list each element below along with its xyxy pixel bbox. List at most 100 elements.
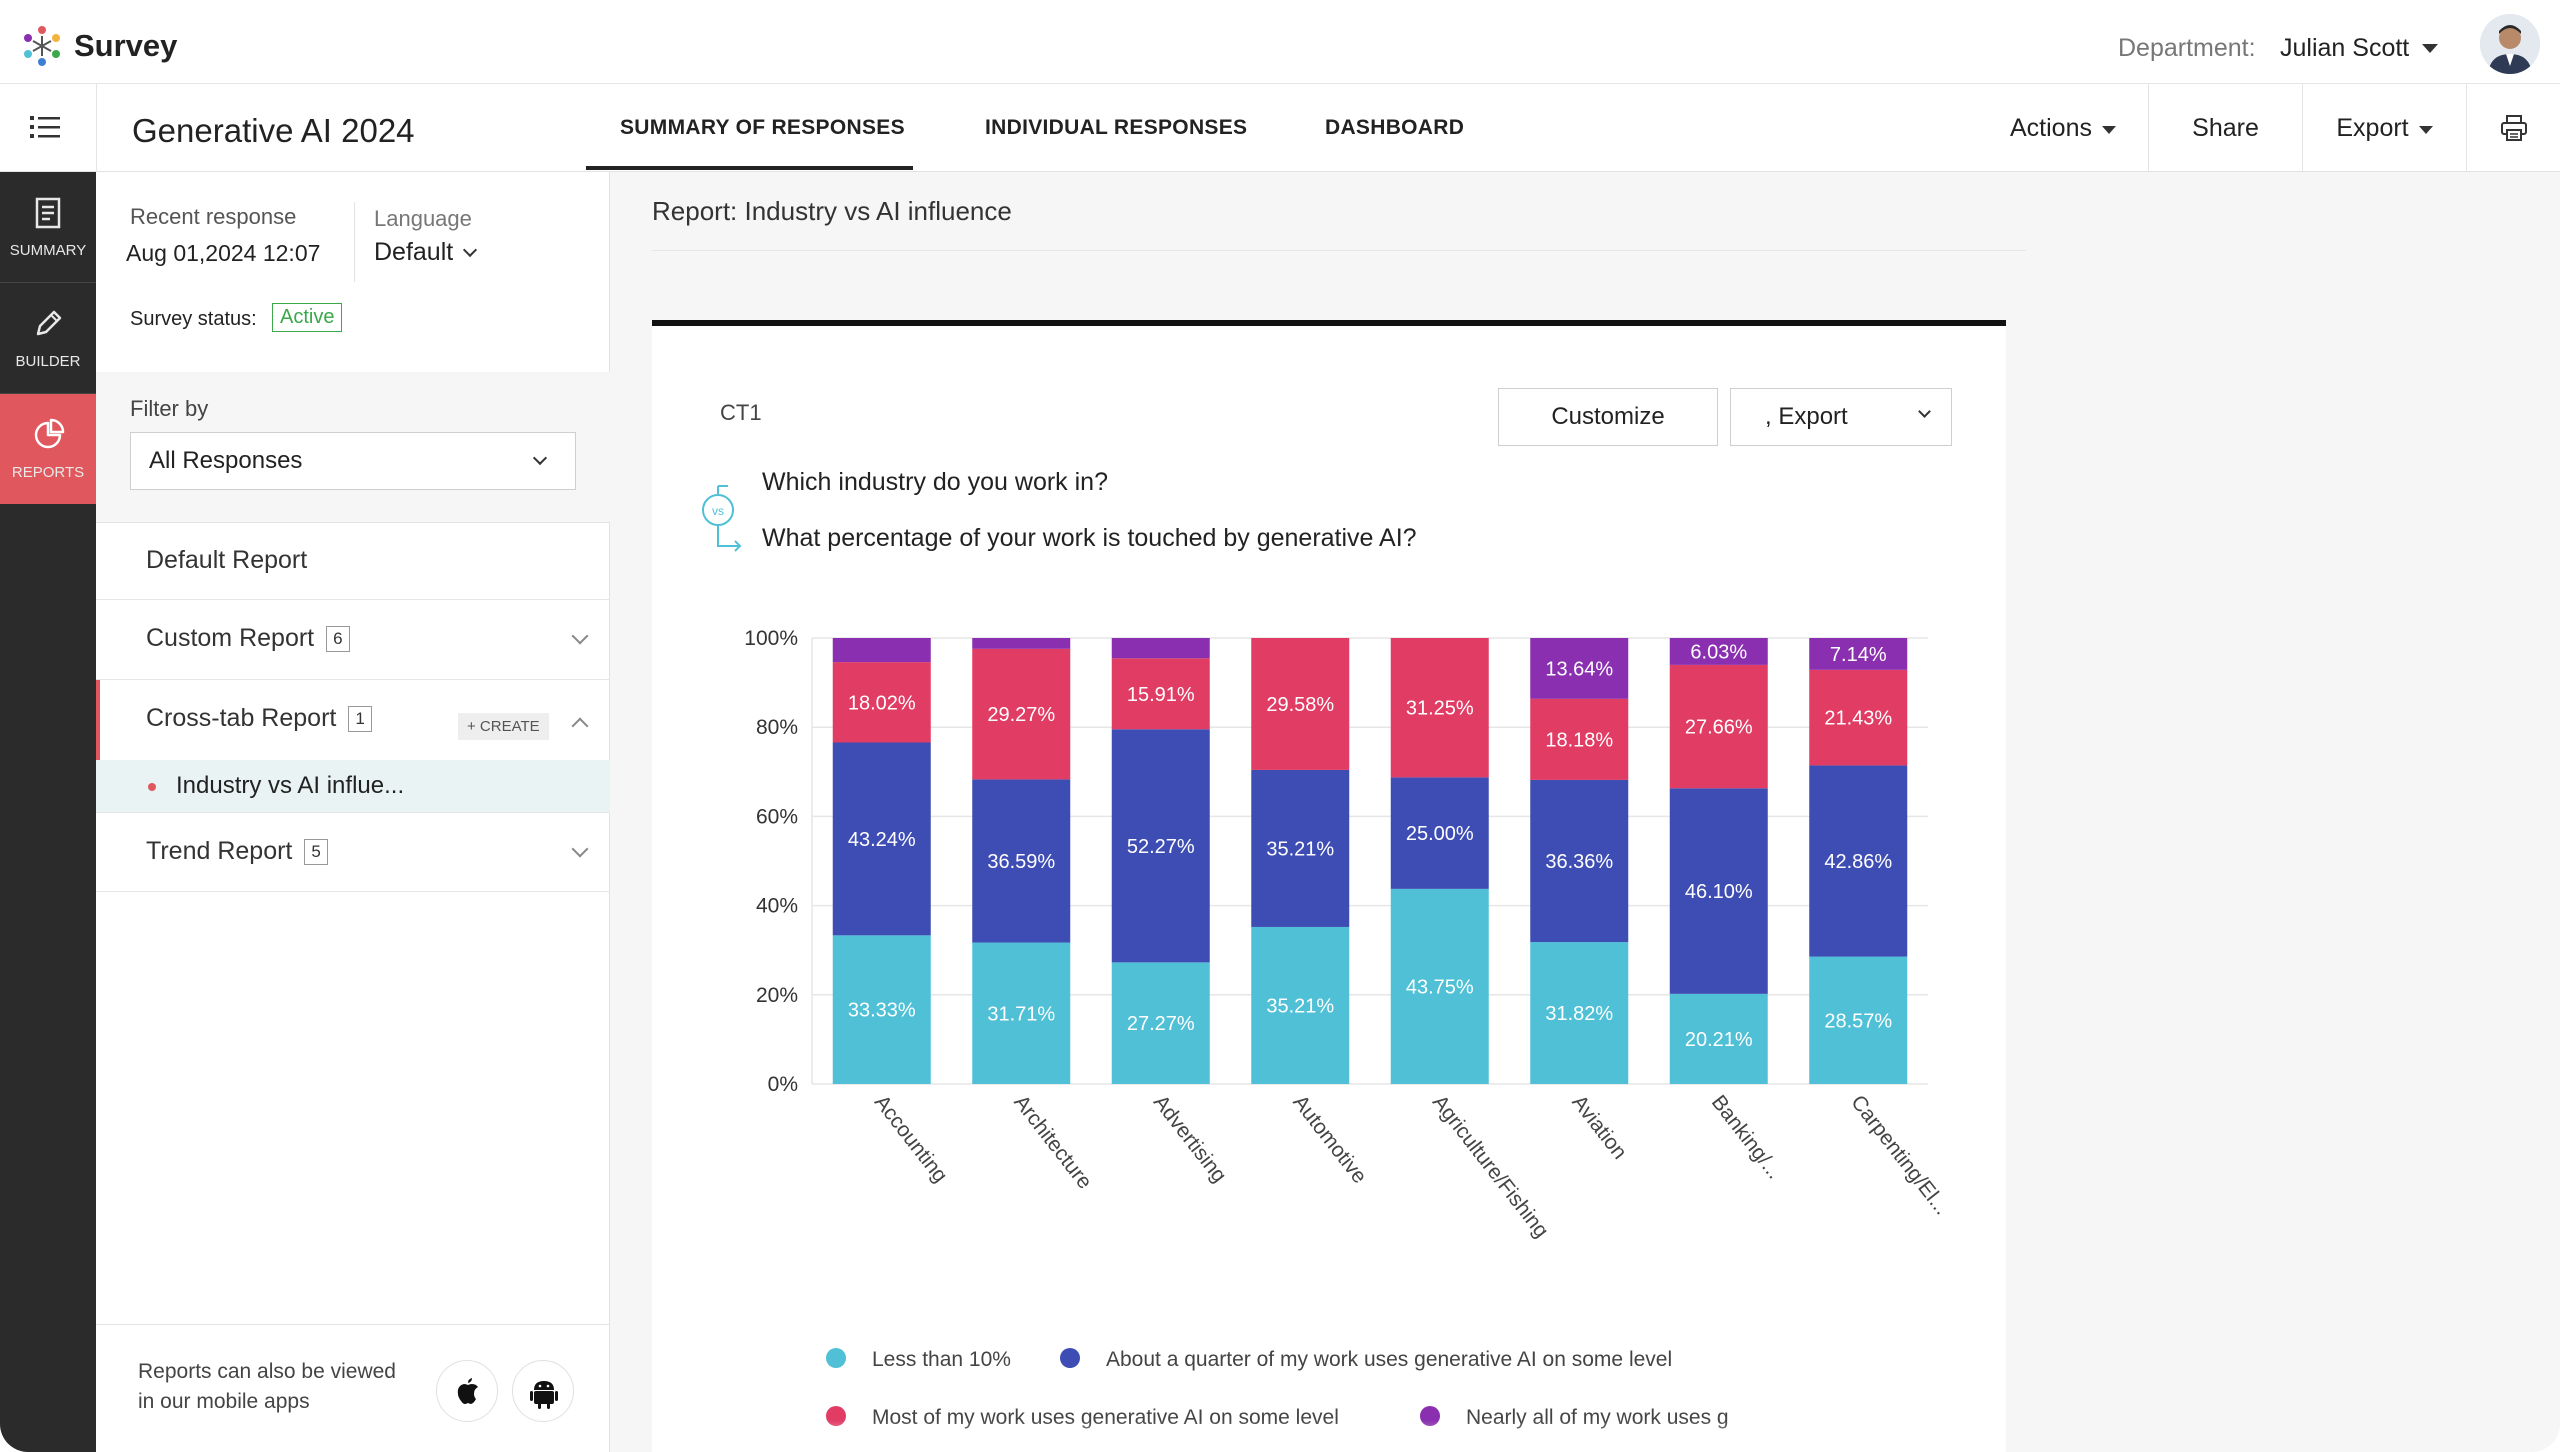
y-tick-label: 40% [756,895,798,918]
bar-segment[interactable] [972,638,1071,649]
bullet-dot [148,783,156,791]
bar-data-label: 27.66% [1685,717,1753,739]
bar-segment[interactable] [1251,926,1350,1084]
apple-icon [457,1378,478,1404]
print-button[interactable] [2466,84,2560,172]
card-export-button[interactable]: , Export [1730,388,1952,446]
report-item-cross-tab[interactable]: Cross-tab Report 1 + CREATE [96,680,610,760]
bar-segment[interactable] [1111,729,1210,963]
y-tick-label: 100% [744,627,798,650]
rail-item-summary-label: SUMMARY [9,242,87,259]
bar-segment[interactable] [1111,658,1210,730]
tab-individual-responses[interactable]: INDIVIDUAL RESPONSES [985,116,1248,139]
survey-status-label: Survey status: [130,308,257,330]
legend-label[interactable]: About a quarter of my work uses generati… [1106,1348,1672,1371]
language-label: Language [374,206,472,231]
bar-segment[interactable] [1809,765,1908,957]
bar-segment[interactable] [832,638,931,663]
create-button[interactable]: + CREATE [458,713,549,740]
report-title: Report: Industry vs AI influence [652,196,1012,226]
column-question: What percentage of your work is touched … [762,524,1417,552]
bar-segment[interactable] [1669,664,1768,789]
rail-item-summary[interactable]: SUMMARY [0,172,96,282]
actions-label: Actions [2010,113,2092,142]
chevron-down-icon[interactable] [571,840,589,858]
bar-segment[interactable] [1111,962,1210,1084]
chevron-down-icon[interactable] [571,627,589,645]
menu-icon[interactable] [30,114,60,140]
bar-data-label: 25.00% [1406,823,1474,845]
bar-data-label: 46.10% [1685,881,1753,903]
bar-segment[interactable] [1809,956,1908,1084]
scroll-fade [652,1420,2006,1452]
x-tick-label: Advertising [1149,1091,1231,1187]
tab-dashboard[interactable]: DASHBOARD [1325,116,1465,139]
divider [96,522,610,523]
bar-segment[interactable] [1669,788,1768,994]
share-label: Share [2192,113,2259,142]
filter-select[interactable]: All Responses [130,432,576,490]
survey-title: Generative AI 2024 [132,112,415,149]
chevron-up-icon[interactable] [571,717,589,735]
legend-swatch[interactable] [826,1348,846,1368]
bar-segment[interactable] [1530,698,1629,780]
bar-segment[interactable] [1251,769,1350,927]
department-selector[interactable]: Julian Scott [2280,34,2410,62]
avatar[interactable] [2480,14,2540,74]
bar-data-label: 43.75% [1406,976,1474,998]
x-tick-label: Aviation [1567,1091,1631,1164]
bar-segment[interactable] [1530,942,1629,1084]
bar-segment[interactable] [1530,779,1629,943]
bar-segment[interactable] [832,662,931,743]
share-button[interactable]: Share [2148,84,2302,172]
rail-item-reports[interactable]: REPORTS [0,394,96,504]
ios-app-button[interactable] [436,1360,498,1422]
report-item-label: Trend Report [146,837,293,865]
bar-segment[interactable] [1669,993,1768,1084]
bar-data-label: 33.33% [848,1000,916,1022]
report-item-custom[interactable]: Custom Report 6 [96,600,610,680]
bar-segment[interactable] [1809,669,1908,766]
legend-label[interactable]: Less than 10% [872,1348,1011,1371]
legend-swatch[interactable] [1060,1348,1080,1368]
count-badge: 1 [348,706,372,733]
caret-down-icon[interactable] [2422,44,2438,53]
divider [0,393,96,394]
bar-segment[interactable] [1809,638,1908,670]
bar-segment[interactable] [1390,888,1489,1084]
bar-data-label: 31.71% [987,1003,1055,1025]
report-item-trend[interactable]: Trend Report 5 [96,812,610,892]
bar-segment[interactable] [1530,638,1629,699]
customize-button[interactable]: Customize [1498,388,1718,446]
card-code: CT1 [720,400,762,425]
bar-segment[interactable] [972,779,1071,943]
recent-response-label: Recent response [130,204,297,229]
actions-button[interactable]: Actions [1978,84,2148,172]
bar-segment[interactable] [972,648,1071,780]
bar-data-label: 31.82% [1545,1003,1613,1025]
bar-segment[interactable] [1111,638,1210,659]
recent-response-value: Aug 01,2024 12:07 [126,240,321,266]
android-icon [530,1381,558,1409]
filter-value: All Responses [149,447,303,474]
bar-segment[interactable] [1251,638,1350,770]
rail-item-builder[interactable]: BUILDER [0,283,96,393]
subreport-item-active[interactable]: Industry vs AI influe... [96,760,610,812]
language-selector[interactable]: Default [374,238,478,267]
bar-segment[interactable] [1390,777,1489,889]
report-item-label: Custom Report [146,624,315,652]
report-item-default[interactable]: Default Report [96,524,610,600]
tab-summary-of-responses[interactable]: SUMMARY OF RESPONSES [620,116,905,139]
android-app-button[interactable] [512,1360,574,1422]
bar-segment[interactable] [832,742,931,936]
bar-segment[interactable] [1669,638,1768,665]
rail-item-reports-label: REPORTS [11,464,85,481]
bar-segment[interactable] [832,935,931,1084]
bar-segment[interactable] [1390,638,1489,778]
mobile-note-line-1: Reports can also be viewed [138,1360,396,1383]
survey-logo-icon[interactable] [18,22,66,70]
bar-segment[interactable] [972,942,1071,1084]
bar-data-label: 18.18% [1545,729,1613,751]
export-button[interactable]: Export [2302,84,2466,172]
bar-data-label: 13.64% [1545,658,1613,680]
